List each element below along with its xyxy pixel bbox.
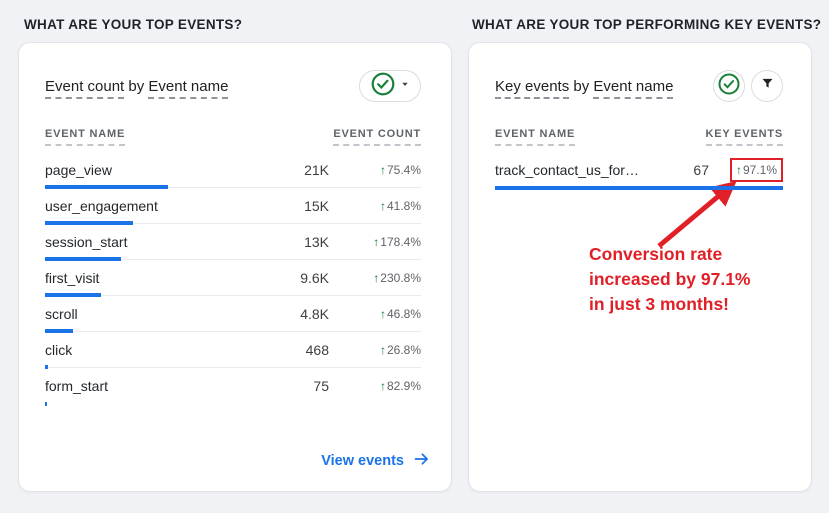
- event-count-cell: 9.6K: [300, 269, 329, 286]
- change-percent-value: 82.9%: [386, 379, 421, 393]
- view-events-label: View events: [321, 453, 404, 469]
- table-row[interactable]: form_start 75 ↑ 82.9%: [45, 368, 421, 406]
- conversion-annotation: Conversion rate increased by 97.1% in ju…: [589, 242, 750, 317]
- table-header: EVENT NAME KEY EVENTS: [495, 128, 783, 146]
- table-header: EVENT NAME EVENT COUNT: [45, 128, 421, 146]
- event-name-cell: form_start: [45, 378, 109, 394]
- annotation-line: in just 3 months!: [589, 294, 729, 314]
- view-events-link[interactable]: View events: [321, 451, 431, 471]
- event-count-cell: 75: [313, 378, 329, 394]
- column-header-event-count[interactable]: EVENT COUNT: [333, 128, 421, 146]
- event-count-cell: 468: [305, 341, 329, 358]
- change-percent-cell: ↑ 26.8%: [329, 343, 421, 357]
- event-count-cell: 4.8K: [300, 305, 329, 322]
- change-percent-cell: ↑ 178.4%: [329, 235, 421, 249]
- change-percent-cell: ↑ 75.4%: [329, 163, 421, 177]
- check-circle-icon: [717, 72, 741, 101]
- key-events-table-body: track_contact_us_for… 67 ↑ 97.1%: [495, 152, 783, 190]
- up-arrow-icon: ↑: [373, 270, 380, 285]
- section-title-top-events: WHAT ARE YOUR TOP EVENTS?: [24, 17, 243, 32]
- checkmark-dropdown-button[interactable]: [359, 70, 421, 102]
- events-table-body: page_view 21K ↑ 75.4% user_engagement 15…: [45, 152, 421, 406]
- change-percent-cell: ↑ 41.8%: [329, 199, 421, 213]
- card-title-event-count: Event count by Event name: [45, 77, 229, 99]
- value-bar: [45, 257, 122, 261]
- checkmark-button[interactable]: [713, 70, 745, 102]
- up-arrow-icon: ↑: [379, 198, 386, 213]
- table-row[interactable]: scroll 4.8K ↑ 46.8%: [45, 296, 421, 333]
- up-arrow-icon: ↑: [379, 306, 386, 321]
- event-name-cell: user_engagement: [45, 197, 158, 214]
- annotation-line: increased by 97.1%: [589, 269, 751, 289]
- up-arrow-icon: ↑: [373, 234, 380, 249]
- change-percent-value: 230.8%: [380, 270, 421, 285]
- dimension-selector[interactable]: Event name: [148, 77, 229, 99]
- key-events-card: Key events by Event name: [468, 42, 812, 492]
- event-name-cell: track_contact_us_for…: [495, 162, 639, 178]
- change-percent-value: 41.8%: [386, 198, 421, 213]
- title-joiner: by: [128, 77, 145, 95]
- metric-selector[interactable]: Key events: [495, 77, 570, 99]
- metric-selector[interactable]: Event count: [45, 77, 125, 99]
- event-count-cell: 13K: [304, 233, 329, 250]
- section-title-key-events: WHAT ARE YOUR TOP PERFORMING KEY EVENTS?: [472, 17, 822, 32]
- table-row[interactable]: session_start 13K ↑ 178.4%: [45, 224, 421, 261]
- column-header-event-name[interactable]: EVENT NAME: [45, 128, 126, 146]
- event-count-cell: 67: [693, 162, 709, 178]
- column-header-event-name[interactable]: EVENT NAME: [495, 128, 576, 146]
- value-bar: [45, 402, 47, 406]
- value-bar: [45, 293, 102, 297]
- event-count-cell: 15K: [304, 197, 329, 214]
- value-bar: [45, 221, 134, 225]
- annotation-arrow-icon: [649, 173, 744, 260]
- event-count-cell: 21K: [304, 161, 329, 178]
- value-bar: [45, 329, 74, 333]
- column-header-key-events[interactable]: KEY EVENTS: [705, 128, 783, 146]
- value-bar: [495, 186, 783, 190]
- filter-funnel-icon: [760, 76, 775, 96]
- event-name-cell: scroll: [45, 305, 78, 322]
- change-percent-value: 75.4%: [386, 162, 421, 177]
- annotation-line: Conversion rate: [589, 244, 723, 264]
- event-count-card: Event count by Event name EVENT NAME EVE…: [18, 42, 452, 492]
- event-name-cell: session_start: [45, 233, 128, 250]
- change-percent-cell: ↑ 46.8%: [329, 307, 421, 321]
- table-row[interactable]: first_visit 9.6K ↑ 230.8%: [45, 260, 421, 297]
- table-row[interactable]: user_engagement 15K ↑ 41.8%: [45, 188, 421, 225]
- value-bar: [45, 185, 169, 189]
- check-circle-icon: [370, 71, 396, 102]
- up-arrow-icon: ↑: [379, 342, 386, 357]
- change-percent-value: 26.8%: [386, 342, 421, 357]
- event-name-cell: click: [45, 341, 73, 358]
- event-name-cell: first_visit: [45, 269, 100, 286]
- arrow-right-icon: [413, 451, 431, 471]
- change-percent-cell: ↑ 97.1%: [709, 158, 783, 182]
- dimension-selector[interactable]: Event name: [593, 77, 674, 99]
- table-row[interactable]: track_contact_us_for… 67 ↑ 97.1%: [495, 152, 783, 190]
- up-arrow-icon: ↑: [735, 163, 742, 177]
- change-percent-value: 178.4%: [380, 234, 421, 249]
- filter-button[interactable]: [751, 70, 783, 102]
- card-title-key-events: Key events by Event name: [495, 77, 674, 99]
- table-row[interactable]: page_view 21K ↑ 75.4%: [45, 152, 421, 189]
- change-percent-cell: ↑ 230.8%: [329, 271, 421, 285]
- value-bar: [45, 365, 48, 369]
- up-arrow-icon: ↑: [379, 379, 386, 393]
- event-name-cell: page_view: [45, 161, 112, 178]
- change-percent-value: 97.1%: [742, 163, 777, 177]
- table-row[interactable]: click 468 ↑ 26.8%: [45, 332, 421, 369]
- title-joiner: by: [573, 77, 590, 95]
- up-arrow-icon: ↑: [379, 162, 386, 177]
- change-percent-cell: ↑ 82.9%: [329, 379, 421, 393]
- change-percent-value: 46.8%: [386, 306, 421, 321]
- caret-down-icon: [399, 77, 411, 95]
